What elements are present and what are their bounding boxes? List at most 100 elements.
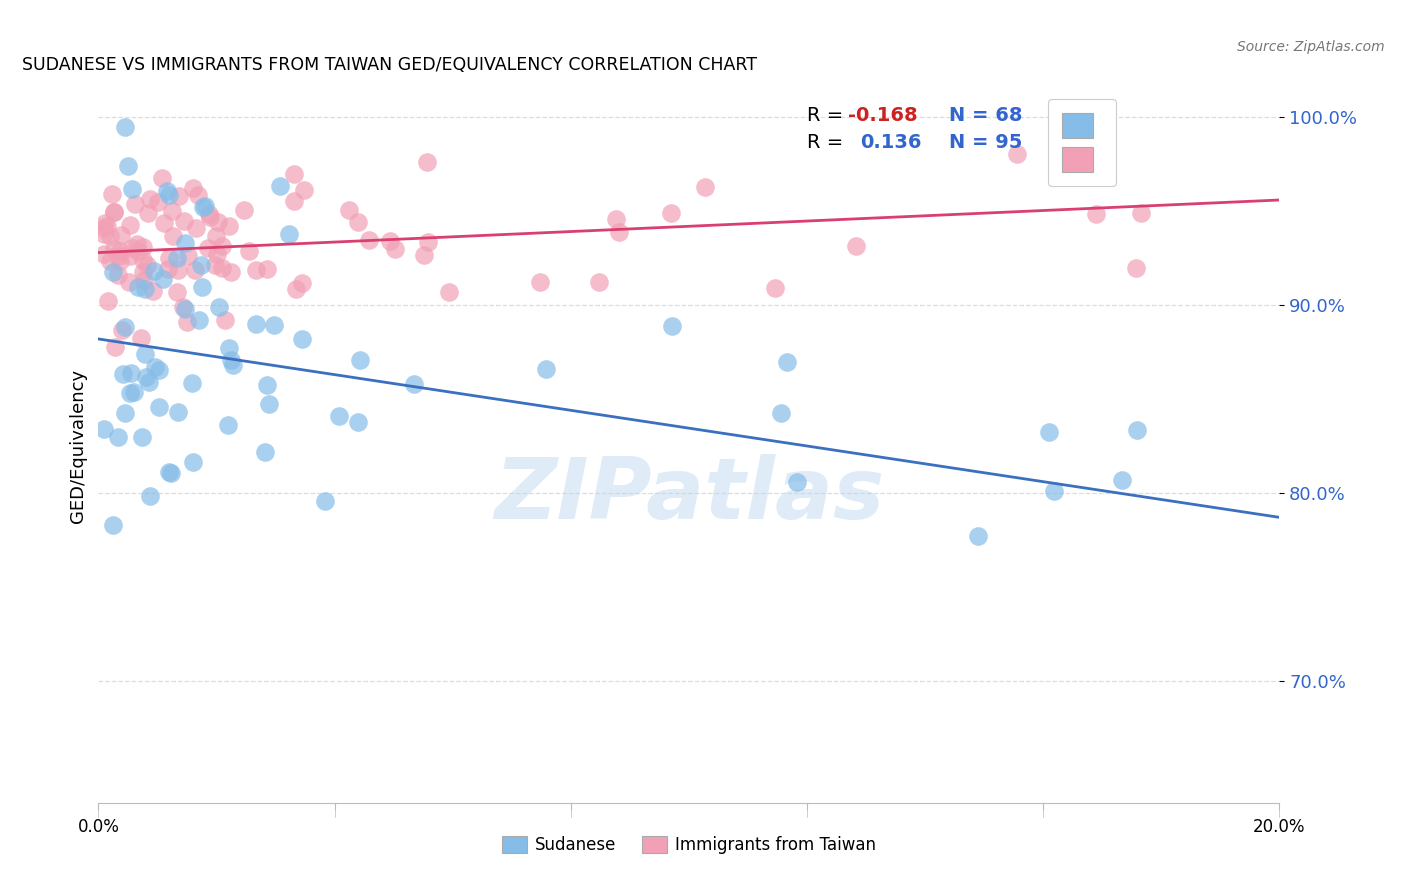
Point <box>415 155 437 169</box>
Point <box>138 375 160 389</box>
Point <box>191 200 214 214</box>
Text: R =: R = <box>807 106 849 125</box>
Point <box>107 430 129 444</box>
Point <box>291 332 314 346</box>
Point <box>402 377 425 392</box>
Point <box>219 353 242 368</box>
Point <box>384 242 406 256</box>
Point <box>114 319 136 334</box>
Point <box>180 376 202 390</box>
Point <box>1085 207 1108 221</box>
Point <box>98 229 121 244</box>
Point <box>127 244 149 259</box>
Point <box>1111 473 1133 487</box>
Point <box>114 120 136 134</box>
Point <box>93 247 115 261</box>
Text: -0.168: -0.168 <box>848 106 918 125</box>
Point <box>1129 206 1152 220</box>
Point <box>190 258 212 272</box>
Text: Source: ZipAtlas.com: Source: ZipAtlas.com <box>1237 40 1385 54</box>
Point <box>349 352 371 367</box>
Point <box>103 517 125 532</box>
Point <box>142 285 165 299</box>
Point <box>191 280 214 294</box>
Point <box>588 275 610 289</box>
Point <box>134 282 156 296</box>
Point <box>124 196 146 211</box>
Point <box>439 285 461 300</box>
Point <box>176 314 198 328</box>
Point <box>194 199 217 213</box>
Point <box>283 194 305 209</box>
Text: 20.0%: 20.0% <box>1253 818 1306 836</box>
Point <box>157 465 180 479</box>
Point <box>845 239 868 253</box>
Point <box>107 268 129 283</box>
Point <box>121 182 143 196</box>
Point <box>160 203 183 218</box>
Point <box>134 347 156 361</box>
Point <box>117 159 139 173</box>
Point <box>263 318 285 332</box>
Point <box>661 318 683 333</box>
Text: N = 95: N = 95 <box>949 133 1022 153</box>
Text: SUDANESE VS IMMIGRANTS FROM TAIWAN GED/EQUIVALENCY CORRELATION CHART: SUDANESE VS IMMIGRANTS FROM TAIWAN GED/E… <box>21 56 756 74</box>
Point <box>167 405 190 419</box>
Point <box>135 370 157 384</box>
Point <box>136 258 159 272</box>
Point <box>129 331 152 345</box>
Point <box>160 467 183 481</box>
Point <box>291 276 314 290</box>
Point <box>167 263 190 277</box>
Point <box>96 219 118 234</box>
Point <box>94 216 117 230</box>
Point <box>157 251 180 265</box>
Point <box>197 242 219 256</box>
Point <box>120 366 142 380</box>
Point <box>207 215 229 229</box>
Point <box>285 282 308 296</box>
Point <box>695 180 717 194</box>
Point <box>101 187 124 202</box>
Text: N = 68: N = 68 <box>949 106 1022 125</box>
Point <box>357 233 380 247</box>
Point <box>166 252 188 266</box>
Point <box>93 220 115 235</box>
Point <box>110 254 132 268</box>
Point <box>152 272 174 286</box>
Point <box>1043 484 1066 499</box>
Point <box>100 254 122 268</box>
Text: 0.0%: 0.0% <box>77 818 120 836</box>
Point <box>152 216 174 230</box>
Point <box>534 362 557 376</box>
Point <box>186 220 208 235</box>
Point <box>139 489 162 503</box>
Point <box>93 227 115 242</box>
Point <box>148 194 170 209</box>
Point <box>605 211 627 226</box>
Point <box>132 265 155 279</box>
Point <box>328 409 350 423</box>
Point <box>776 355 799 369</box>
Point <box>256 262 278 277</box>
Point <box>120 249 142 263</box>
Point <box>232 202 254 217</box>
Point <box>121 242 143 256</box>
Point <box>269 178 291 193</box>
Point <box>125 236 148 251</box>
Point <box>173 213 195 227</box>
Point <box>181 181 204 195</box>
Point <box>131 239 153 253</box>
Point <box>1038 425 1060 439</box>
Point <box>174 302 197 317</box>
Point <box>103 243 125 257</box>
Point <box>967 528 990 542</box>
Point <box>208 300 231 314</box>
Point <box>204 258 226 272</box>
Point <box>204 228 226 243</box>
Point <box>150 170 173 185</box>
Point <box>187 188 209 202</box>
Point <box>205 247 228 261</box>
Point <box>120 385 142 400</box>
Point <box>103 265 125 279</box>
